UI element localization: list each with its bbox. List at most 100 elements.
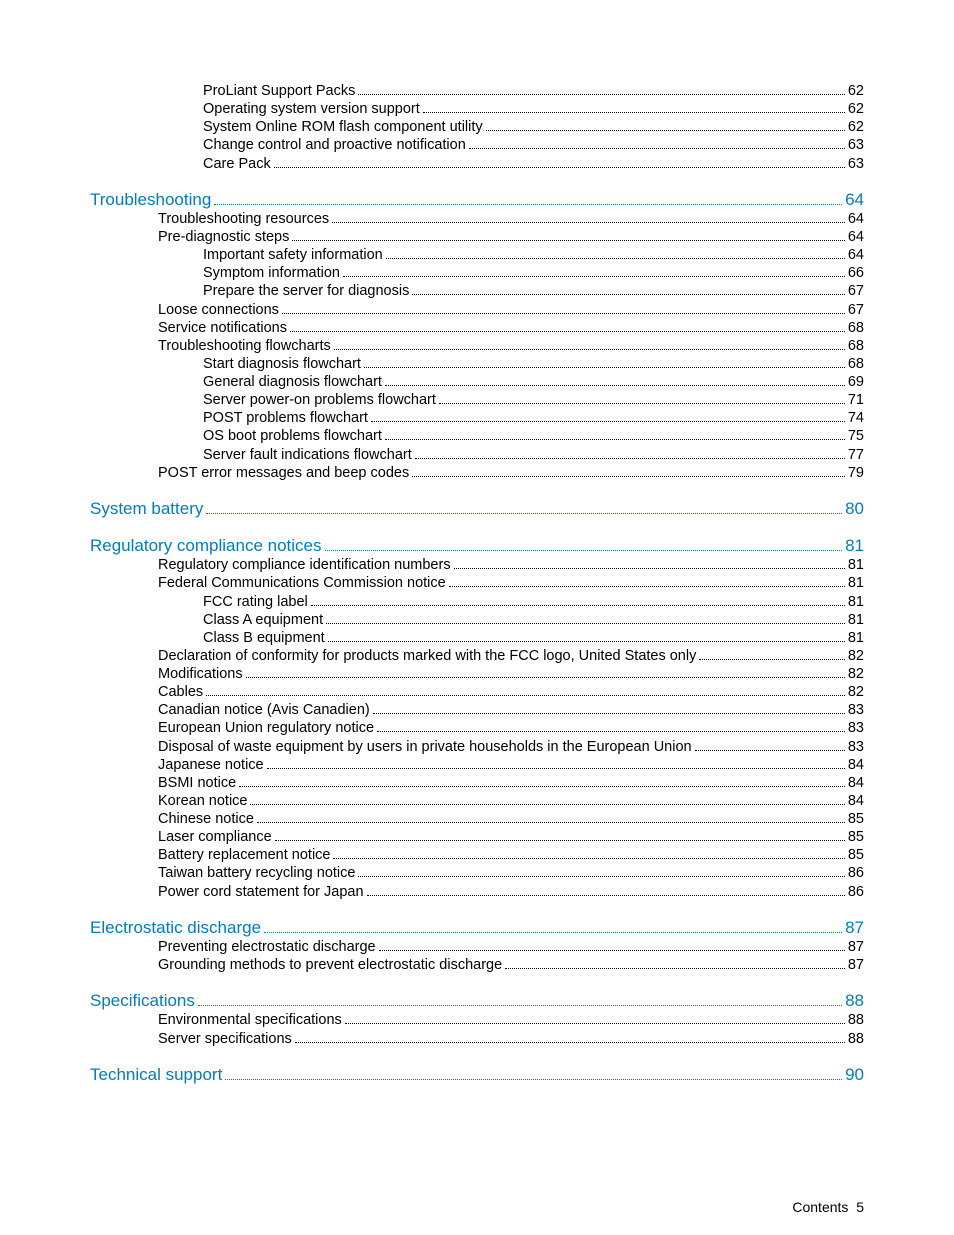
toc-entry-title: Disposal of waste equipment by users in …: [158, 738, 692, 756]
toc-entry[interactable]: Troubleshooting64: [90, 189, 864, 210]
toc-entry-title: Operating system version support: [203, 100, 420, 118]
toc-entry: European Union regulatory notice83: [158, 719, 864, 737]
toc-entry: System Online ROM flash component utilit…: [203, 118, 864, 136]
toc-entry: POST problems flowchart74: [203, 409, 864, 427]
toc-entry-page: 88: [848, 1030, 864, 1048]
toc-entry: Declaration of conformity for products m…: [158, 647, 864, 665]
toc-entry: Server power-on problems flowchart71: [203, 391, 864, 409]
toc-entry: General diagnosis flowchart69: [203, 373, 864, 391]
toc-entry: Operating system version support62: [203, 100, 864, 118]
toc-entry: Server specifications 88: [158, 1030, 864, 1048]
toc-dot-leader: [206, 513, 842, 514]
toc-entry-page: 69: [848, 373, 864, 391]
toc-entry-page: 62: [848, 82, 864, 100]
toc-entry-title: Grounding methods to prevent electrostat…: [158, 956, 502, 974]
toc-dot-leader: [449, 586, 845, 587]
toc-dot-leader: [415, 458, 845, 459]
toc-dot-leader: [423, 112, 845, 113]
toc-entry-title: Laser compliance: [158, 828, 272, 846]
toc-entry: Prepare the server for diagnosis67: [203, 282, 864, 300]
toc-entry-page: 85: [848, 810, 864, 828]
toc-dot-leader: [246, 677, 845, 678]
toc-dot-leader: [264, 932, 842, 933]
toc-entry-title: Technical support: [90, 1064, 222, 1085]
toc-entry: Taiwan battery recycling notice86: [158, 864, 864, 882]
toc-entry-title: Regulatory compliance notices: [90, 535, 322, 556]
toc-entry-page: 83: [848, 738, 864, 756]
toc-entry[interactable]: Regulatory compliance notices81: [90, 535, 864, 556]
toc-entry-title: Cables: [158, 683, 203, 701]
toc-entry-page: 83: [848, 701, 864, 719]
toc-dot-leader: [332, 222, 845, 223]
toc-entry-title: Server fault indications flowchart: [203, 446, 412, 464]
toc-dot-leader: [412, 476, 845, 477]
toc-dot-leader: [343, 276, 845, 277]
toc-entry-page: 62: [848, 118, 864, 136]
toc-entry-title: OS boot problems flowchart: [203, 427, 382, 445]
toc-entry-page: 75: [848, 427, 864, 445]
toc-entry-title: Environmental specifications: [158, 1011, 342, 1029]
toc-entry[interactable]: Specifications 88: [90, 990, 864, 1011]
toc-entry-title: Taiwan battery recycling notice: [158, 864, 355, 882]
toc-entry: Care Pack63: [203, 155, 864, 173]
toc-dot-leader: [469, 148, 845, 149]
toc-dot-leader: [250, 804, 844, 805]
toc-entry-page: 81: [848, 574, 864, 592]
toc-entry[interactable]: Technical support90: [90, 1064, 864, 1085]
toc-entry: Laser compliance 85: [158, 828, 864, 846]
table-of-contents: ProLiant Support Packs62Operating system…: [90, 82, 864, 1085]
toc-entry: Power cord statement for Japan86: [158, 883, 864, 901]
toc-entry-page: 68: [848, 319, 864, 337]
toc-entry: Class B equipment 81: [203, 629, 864, 647]
toc-entry-page: 71: [848, 391, 864, 409]
toc-dot-leader: [328, 641, 845, 642]
toc-entry-title: Server specifications: [158, 1030, 292, 1048]
toc-entry[interactable]: System battery80: [90, 498, 864, 519]
toc-entry-page: 84: [848, 792, 864, 810]
page-footer: Contents 5: [792, 1199, 864, 1215]
toc-entry-page: 64: [848, 246, 864, 264]
toc-dot-leader: [385, 439, 845, 440]
toc-entry-page: 77: [848, 446, 864, 464]
toc-entry: Cables 82: [158, 683, 864, 701]
toc-entry-page: 85: [848, 828, 864, 846]
toc-dot-leader: [257, 822, 845, 823]
toc-dot-leader: [274, 167, 845, 168]
toc-entry-title: Troubleshooting flowcharts: [158, 337, 331, 355]
toc-entry: BSMI notice84: [158, 774, 864, 792]
toc-entry-page: 84: [848, 774, 864, 792]
toc-entry-title: Specifications: [90, 990, 195, 1011]
toc-dot-leader: [282, 313, 845, 314]
toc-entry[interactable]: Electrostatic discharge87: [90, 917, 864, 938]
toc-entry-title: Modifications: [158, 665, 243, 683]
toc-entry-title: Symptom information: [203, 264, 340, 282]
toc-entry-page: 80: [845, 498, 864, 519]
toc-dot-leader: [379, 950, 845, 951]
toc-entry: Chinese notice85: [158, 810, 864, 828]
toc-entry-page: 82: [848, 683, 864, 701]
toc-entry-title: Change control and proactive notificatio…: [203, 136, 466, 154]
toc-entry: Class A equipment81: [203, 611, 864, 629]
toc-dot-leader: [225, 1079, 842, 1080]
toc-entry-page: 87: [848, 938, 864, 956]
toc-entry-title: Pre-diagnostic steps: [158, 228, 289, 246]
toc-entry-title: Class B equipment: [203, 629, 325, 647]
toc-entry-page: 63: [848, 155, 864, 173]
toc-entry: FCC rating label81: [203, 593, 864, 611]
toc-dot-leader: [364, 367, 845, 368]
toc-entry-page: 64: [845, 189, 864, 210]
toc-entry-title: Electrostatic discharge: [90, 917, 261, 938]
toc-entry: Important safety information64: [203, 246, 864, 264]
toc-entry-page: 83: [848, 719, 864, 737]
toc-entry: Japanese notice84: [158, 756, 864, 774]
toc-entry: Server fault indications flowchart 77: [203, 446, 864, 464]
toc-entry-page: 85: [848, 846, 864, 864]
toc-entry-page: 88: [845, 990, 864, 1011]
toc-dot-leader: [439, 403, 845, 404]
toc-entry: ProLiant Support Packs 62: [203, 82, 864, 100]
toc-entry-title: Battery replacement notice: [158, 846, 330, 864]
toc-entry-title: ProLiant Support Packs: [203, 82, 355, 100]
toc-dot-leader: [311, 605, 845, 606]
toc-entry-page: 81: [848, 629, 864, 647]
toc-dot-leader: [358, 94, 845, 95]
